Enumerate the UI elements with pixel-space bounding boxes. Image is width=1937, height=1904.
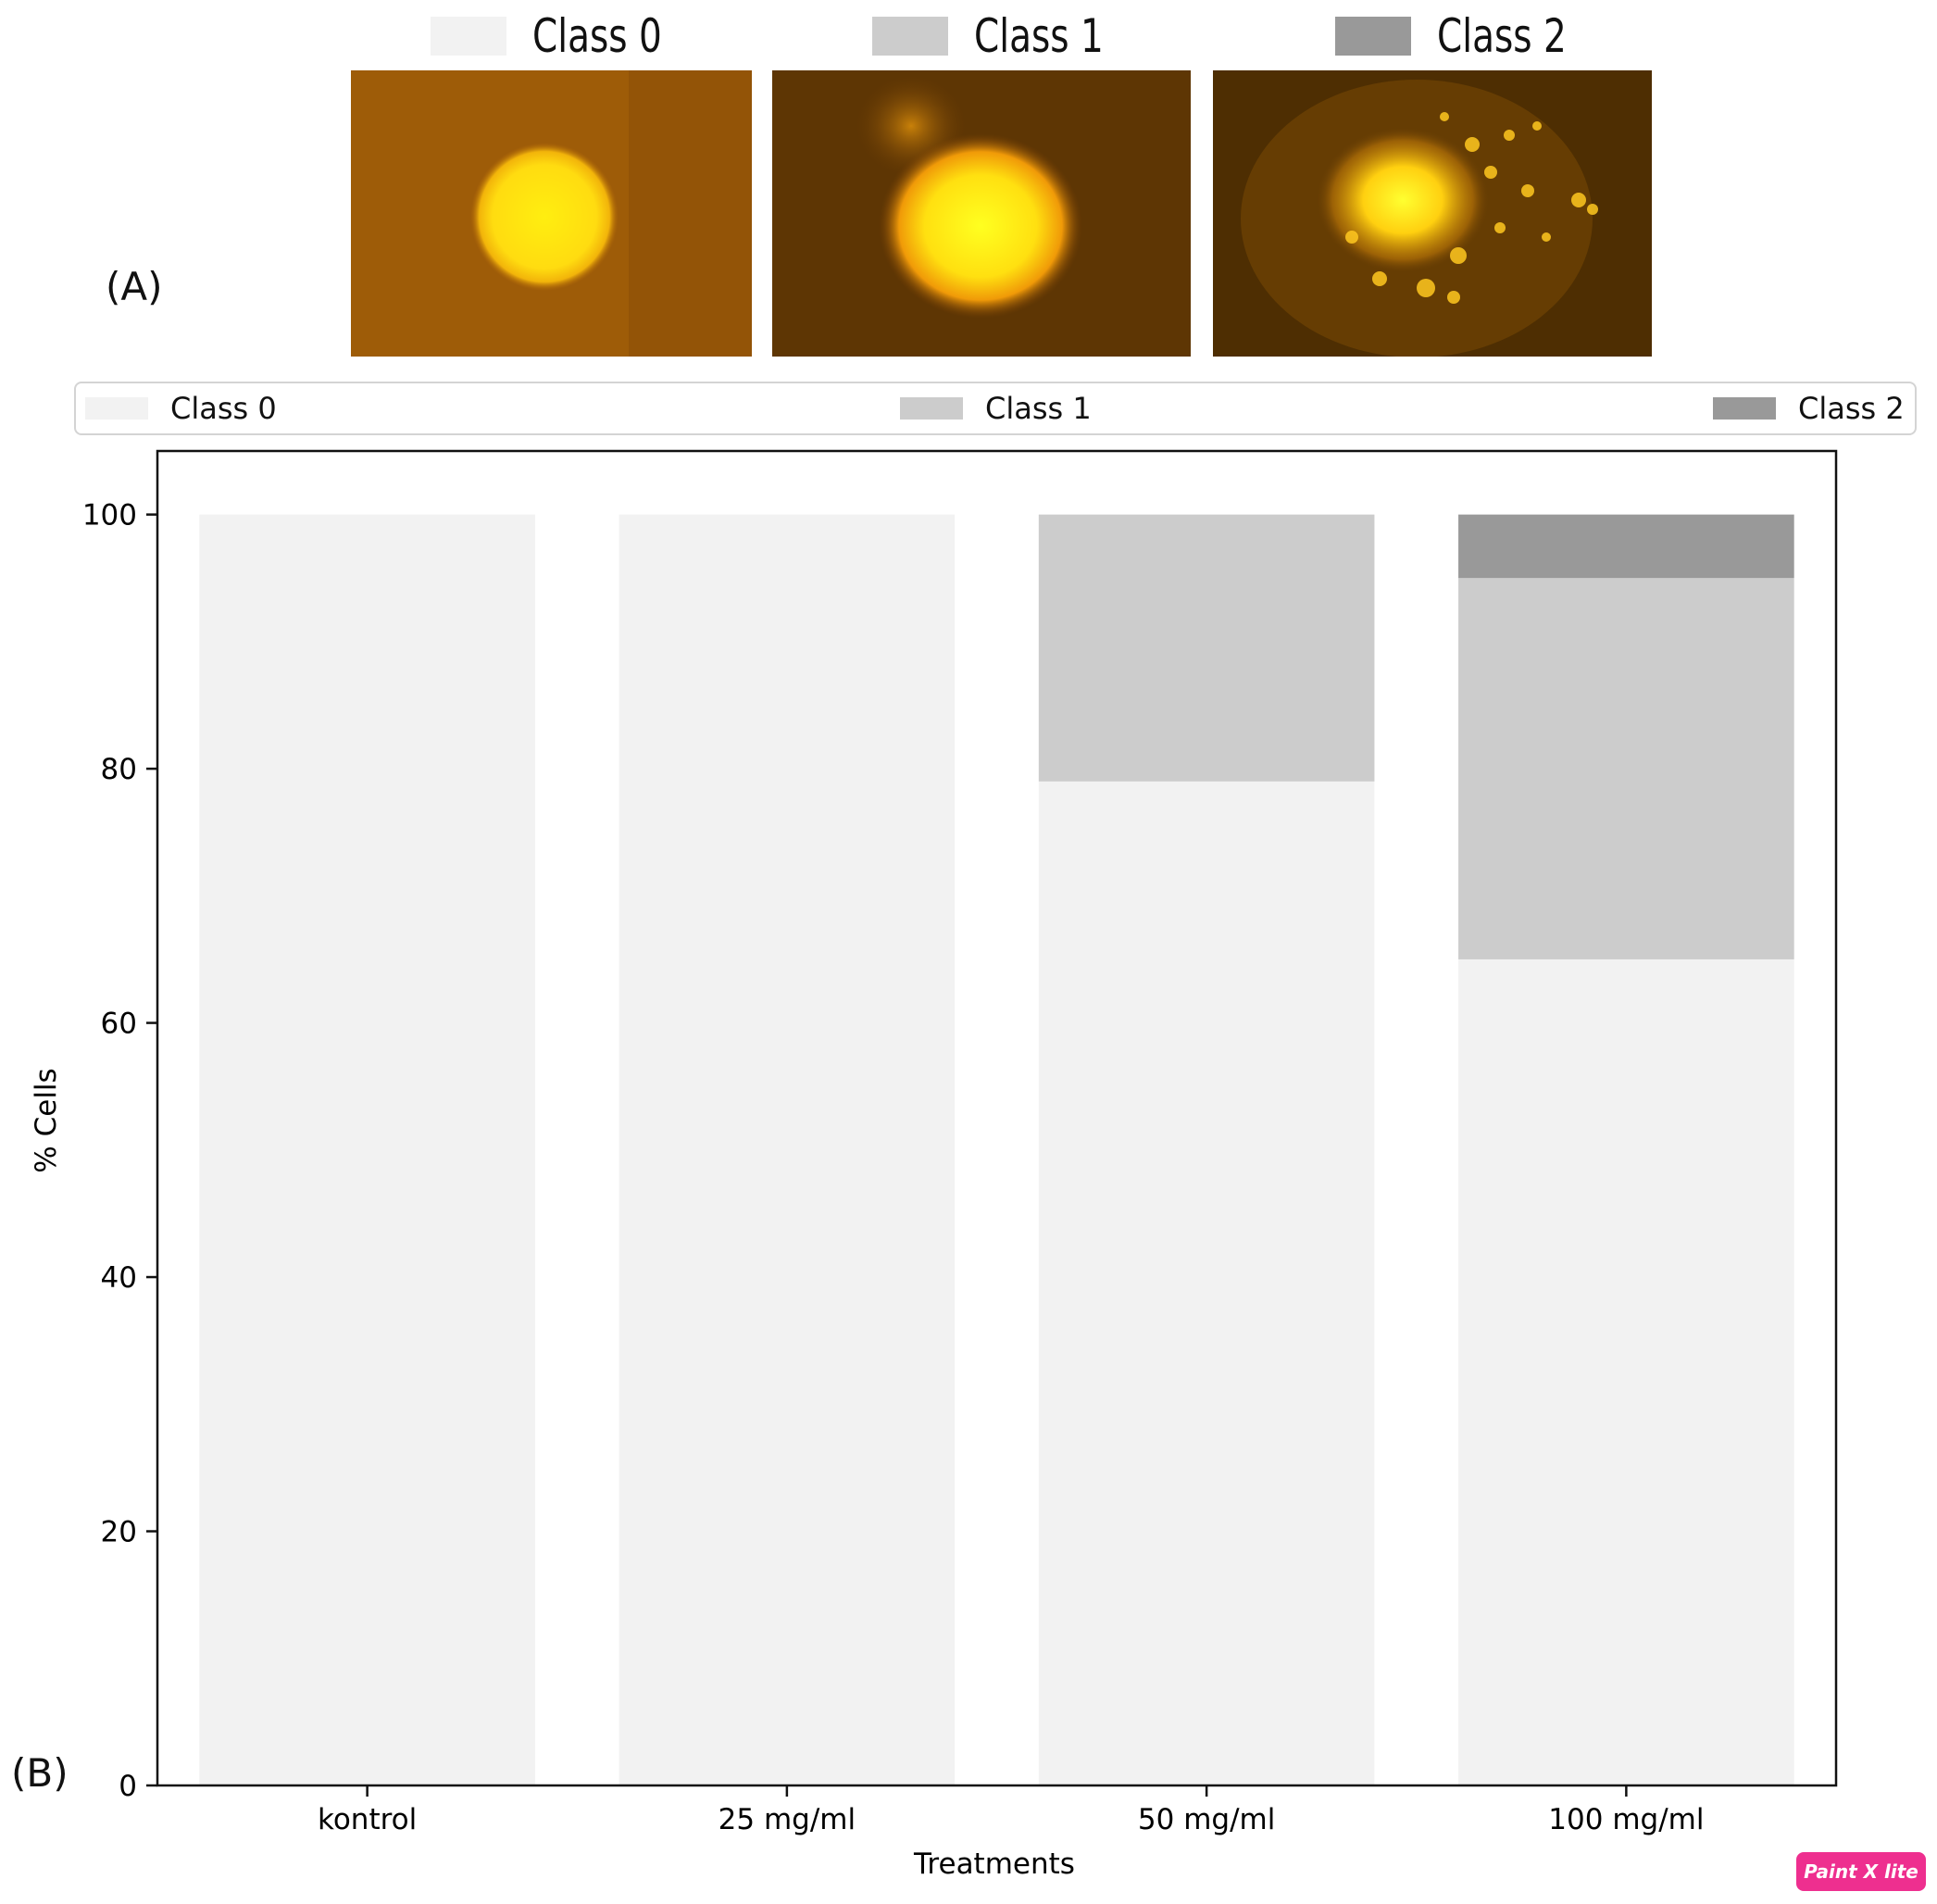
legend-a-label-class-2: Class 2	[1437, 9, 1567, 63]
bar-class-0-50-mg-ml	[1038, 781, 1375, 1785]
legend-swatch-class-0	[85, 397, 148, 420]
legend-a-class-0: Class 0	[431, 9, 698, 63]
legend-a-label-class-1: Class 1	[974, 9, 1104, 63]
bars-layer	[199, 514, 1794, 1785]
legend-a-label-class-0: Class 0	[532, 9, 662, 63]
y-tick-label: 60	[101, 1008, 137, 1041]
y-tick-label: 20	[101, 1516, 137, 1549]
class-2-comet-image	[1213, 70, 1652, 357]
y-axis: 0 20 40 60 80 100	[82, 499, 157, 1803]
panel-b-label: (B)	[11, 1750, 69, 1796]
class-1-comet-image	[772, 70, 1191, 357]
y-tick-label: 0	[119, 1770, 137, 1803]
legend-swatch-class-1	[900, 397, 963, 420]
y-tick-label: 100	[82, 499, 137, 532]
bar-class-0-kontrol	[199, 514, 535, 1785]
chart-legend: Class 0 Class 1 Class 2	[74, 382, 1917, 435]
bar-class-0-25-mg-ml	[619, 514, 956, 1785]
plot-frame	[156, 449, 1838, 1787]
paint-x-lite-watermark: Paint X lite	[1796, 1852, 1926, 1891]
legend-item-class-1: Class 1	[900, 383, 1092, 433]
y-tick-label: 40	[101, 1261, 137, 1295]
y-tick-label: 80	[101, 753, 137, 786]
x-tick-label: 50 mg/ml	[1138, 1803, 1275, 1836]
legend-a-class-1: Class 1	[872, 9, 1140, 63]
bar-class-1-50-mg-ml	[1038, 514, 1375, 782]
x-tick-label: kontrol	[318, 1803, 417, 1836]
legend-a-swatch-class-2	[1335, 17, 1411, 56]
legend-swatch-class-2	[1713, 397, 1776, 420]
panel-a-label: (A)	[106, 264, 163, 309]
bar-class-1-100-mg-ml	[1458, 578, 1794, 959]
legend-item-class-0: Class 0	[85, 383, 277, 433]
bar-class-2-100-mg-ml	[1458, 514, 1794, 579]
legend-label-class-2: Class 2	[1798, 391, 1905, 426]
x-axis: kontrol 25 mg/ml 50 mg/ml 100 mg/ml	[318, 1785, 1704, 1836]
legend-label-class-0: Class 0	[170, 391, 277, 426]
x-tick-label: 25 mg/ml	[719, 1803, 856, 1836]
legend-a-swatch-class-1	[872, 17, 948, 56]
legend-a-class-2: Class 2	[1335, 9, 1603, 63]
legend-item-class-2: Class 2	[1713, 383, 1905, 433]
bar-class-0-100-mg-ml	[1458, 958, 1794, 1785]
legend-a-swatch-class-0	[431, 17, 506, 56]
legend-label-class-1: Class 1	[985, 391, 1092, 426]
y-axis-label: % Cells	[30, 1068, 63, 1172]
class-0-comet-image	[351, 70, 752, 357]
x-axis-label: Treatments	[913, 1848, 1075, 1881]
x-tick-label: 100 mg/ml	[1548, 1803, 1704, 1836]
